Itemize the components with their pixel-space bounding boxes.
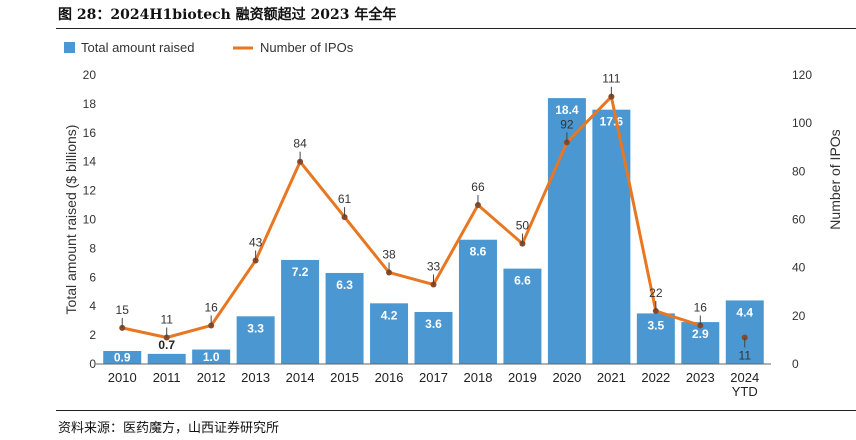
bar-value-label: 0.9 — [114, 350, 131, 364]
x-tick-label: 2021 — [597, 370, 626, 385]
y-tick-label: 8 — [89, 241, 96, 255]
bar — [458, 239, 497, 364]
legend-label-amount: Total amount raised — [81, 40, 194, 55]
bar — [236, 316, 275, 364]
bar-value-label: 3.6 — [425, 317, 442, 331]
ipo-value-label: 61 — [338, 192, 352, 206]
x-tick-label: 2024 — [730, 370, 759, 385]
x-tick-label: YTD — [732, 384, 758, 399]
x-tick-label: 2022 — [641, 370, 670, 385]
x-tick-label: 2010 — [108, 370, 137, 385]
x-tick-label: 2015 — [330, 370, 359, 385]
ipo-value-label: 16 — [694, 300, 708, 314]
y-axis-title: Total amount raised ($ billions) — [63, 125, 79, 315]
legend-swatch-amount — [64, 42, 75, 53]
y2-axis-title: Number of IPOs — [827, 129, 843, 229]
ipo-funding-chart: Total amount raised Number of IPOs 0 2 4 6 8 10… — [63, 40, 843, 399]
y2-tick-label: 60 — [792, 213, 806, 227]
ipo-value-label: 15 — [116, 303, 130, 317]
bar — [325, 272, 364, 364]
top-rule — [56, 28, 856, 29]
ipo-value-label: 111 — [602, 72, 621, 86]
bar — [414, 311, 453, 364]
x-tick-label: 2012 — [197, 370, 226, 385]
bar-value-label: 2.9 — [692, 327, 709, 341]
y-tick-label: 18 — [83, 97, 97, 111]
x-tick-label: 2013 — [241, 370, 270, 385]
bar — [192, 349, 231, 364]
y-tick-label: 12 — [83, 184, 97, 198]
y-tick-label: 2 — [89, 328, 96, 342]
bar-value-label: 1.0 — [203, 350, 220, 364]
bar-value-label: 4.2 — [381, 308, 398, 322]
bar — [725, 300, 764, 364]
bar-value-label: 3.5 — [647, 318, 664, 332]
y2-tick-label: 120 — [792, 68, 812, 82]
ipo-value-label: 66 — [471, 180, 485, 194]
bar-value-label: 3.3 — [247, 321, 264, 335]
bar-value-label: 7.2 — [292, 265, 309, 279]
bar — [503, 268, 542, 364]
ipo-value-label: 50 — [516, 219, 530, 233]
x-tick-label: 2011 — [153, 370, 181, 385]
bottom-rule — [56, 410, 856, 411]
y-tick-label: 14 — [83, 155, 97, 169]
bar-value-label: 4.4 — [736, 305, 753, 319]
source-note: 资料来源：医药魔方，山西证券研究所 — [58, 421, 280, 436]
bar — [592, 109, 631, 365]
x-tick-label: 2014 — [286, 370, 315, 385]
ipo-value-label: 84 — [293, 137, 307, 151]
legend-label-ipos: Number of IPOs — [260, 40, 354, 55]
bar — [681, 322, 720, 364]
y-tick-label: 4 — [89, 299, 96, 313]
ipo-value-label: 16 — [204, 300, 218, 314]
y-tick-label: 0 — [89, 357, 96, 371]
x-tick-label: 2018 — [464, 370, 493, 385]
y-tick-label: 16 — [83, 126, 97, 140]
y2-tick-label: 40 — [792, 261, 806, 275]
ipo-value-label: 11 — [160, 313, 173, 327]
bar — [281, 259, 320, 364]
bar-value-label: 8.6 — [470, 245, 487, 259]
bar-value-label: 6.6 — [514, 274, 531, 288]
y-tick-label: 6 — [89, 270, 96, 284]
bar-value-label: 18.4 — [555, 103, 579, 117]
x-tick-label: 2020 — [552, 370, 581, 385]
y2-tick-label: 80 — [792, 164, 806, 178]
y-tick-label: 10 — [83, 213, 97, 227]
ipo-value-label: 11 — [739, 349, 752, 363]
ipo-value-label: 92 — [560, 117, 574, 131]
ipo-value-label: 38 — [382, 247, 396, 261]
x-tick-label: 2017 — [419, 370, 448, 385]
x-tick-label: 2019 — [508, 370, 537, 385]
figure-title: 图 28：2024H1biotech 融资额超过 2023 年全年 — [58, 7, 397, 23]
bar-value-label: 17.6 — [600, 115, 624, 129]
y2-tick-label: 0 — [792, 357, 799, 371]
ipo-value-label: 22 — [649, 286, 663, 300]
bar-value-label: 0.7 — [158, 338, 175, 352]
bar — [370, 303, 409, 364]
bar-value-label: 6.3 — [336, 278, 353, 292]
bar — [636, 313, 675, 364]
y-tick-label: 20 — [83, 68, 97, 82]
y2-tick-label: 100 — [792, 116, 812, 130]
x-tick-label: 2016 — [375, 370, 404, 385]
x-tick-label: 2023 — [686, 370, 715, 385]
bar — [147, 353, 186, 364]
bar — [103, 350, 142, 364]
ipo-value-label: 33 — [427, 260, 441, 274]
y2-tick-label: 20 — [792, 309, 806, 323]
ipo-value-label: 43 — [249, 235, 263, 249]
ipo-line — [121, 95, 701, 340]
